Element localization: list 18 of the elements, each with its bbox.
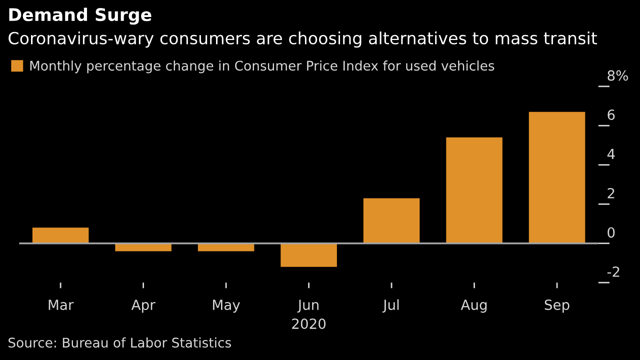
y-tick-label: -2 (607, 266, 620, 277)
x-tick-label: May (213, 300, 240, 313)
x-tick-label: Aug (460, 300, 487, 313)
y-tick-label: 6 (608, 109, 615, 120)
x-tick-label: Mar (48, 300, 74, 310)
x-tick-label: Apr (131, 300, 156, 313)
y-tick-label: 0 (608, 227, 615, 238)
legend-label: Monthly percentage change in Consumer Price Index for used vehicles (30, 60, 494, 74)
x-tick-label: Jul (382, 299, 399, 313)
y-tick-label: 2 (608, 188, 614, 198)
source-note: Source: Bureau of Labor Statistics (8, 337, 232, 348)
chart-subtitle: Coronavirus-wary consumers are choosing alternatives to mass transit (8, 32, 598, 48)
x-tick-label: Sep (544, 300, 570, 313)
x-tick-label: Jun (297, 300, 318, 313)
chart-title: Demand Surge (9, 8, 152, 25)
y-tick-label: 4 (607, 148, 615, 160)
y-tick-label: 8% (608, 70, 628, 81)
x-axis-title: 2020 (292, 318, 326, 330)
